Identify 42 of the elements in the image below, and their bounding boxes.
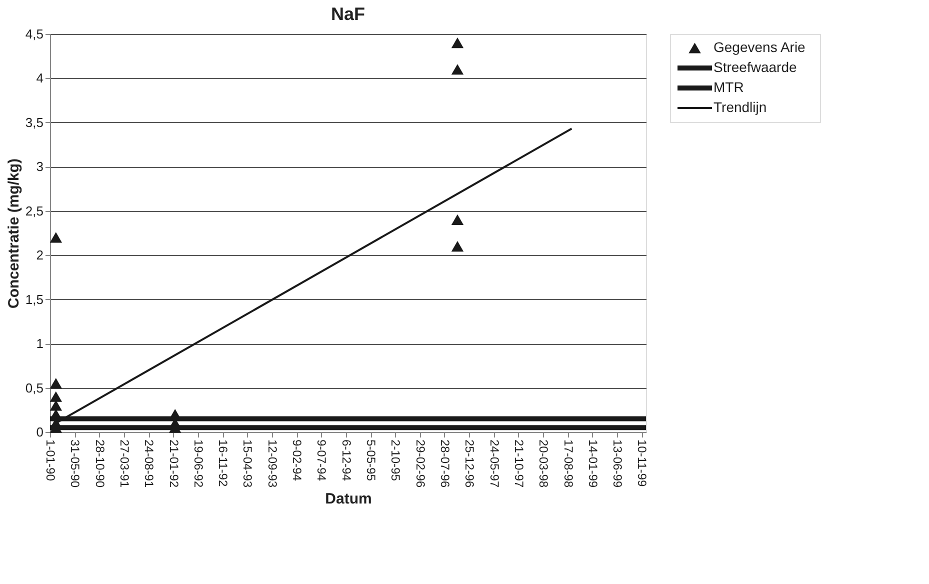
x-tick-label: 21-10-97 <box>512 440 526 488</box>
x-tick-label: 16-11-92 <box>216 440 230 487</box>
x-tick-label: 20-03-98 <box>536 440 551 488</box>
x-tick-label: 1-01-90 <box>44 440 58 482</box>
y-tick-label: 0,5 <box>25 380 44 396</box>
x-tick-label: 10-11-99 <box>635 440 650 487</box>
x-tick-label: 9-07-94 <box>314 440 329 482</box>
y-tick-label: 0 <box>36 424 44 440</box>
x-tick-label: 24-05-97 <box>487 440 502 488</box>
y-tick-label: 4,5 <box>25 26 44 42</box>
x-axis-title: Datum <box>325 490 372 508</box>
x-tick-label: 25-12-96 <box>462 440 477 488</box>
x-tick-label: 12-09-93 <box>265 440 280 488</box>
y-tick-label: 4 <box>36 70 44 86</box>
x-tick-label: 6-12-94 <box>339 440 354 482</box>
legend-label: Gegevens Arie <box>714 39 806 55</box>
y-tick-label: 1 <box>36 336 44 352</box>
y-tick-label: 2 <box>36 248 44 263</box>
y-tick-label: 1,5 <box>25 292 44 307</box>
x-tick-label: 5-05-95 <box>364 440 378 482</box>
x-tick-label: 31-05-90 <box>68 440 82 488</box>
legend-label: MTR <box>714 79 744 95</box>
legend-label: Streefwaarde <box>714 59 797 75</box>
y-axis-title: Concentratie (mg/kg) <box>5 158 22 309</box>
x-tick-label: 15-04-93 <box>240 440 255 488</box>
x-tick-label: 28-07-96 <box>438 440 452 488</box>
x-tick-label: 19-06-92 <box>191 440 206 488</box>
x-tick-label: 21-01-92 <box>166 440 181 488</box>
x-tick-label: 13-06-99 <box>610 440 625 488</box>
legend-label: Trendlijn <box>714 99 767 115</box>
x-tick-label: 9-02-94 <box>290 440 304 482</box>
y-tick-label: 3,5 <box>25 114 44 130</box>
x-tick-label: 2-10-95 <box>388 440 403 482</box>
x-tick-label: 27-03-91 <box>117 440 132 488</box>
chart-title: NaF <box>330 4 366 24</box>
x-tick-label: 28-10-90 <box>92 440 107 488</box>
y-tick-label: 3 <box>36 159 44 174</box>
x-tick-label: 17-08-98 <box>561 440 576 488</box>
y-tick-label: 2,5 <box>25 203 44 218</box>
x-tick-label: 24-08-91 <box>142 440 156 488</box>
x-tick-label: 14-01-99 <box>586 440 600 488</box>
x-tick-label: 29-02-96 <box>413 440 428 488</box>
